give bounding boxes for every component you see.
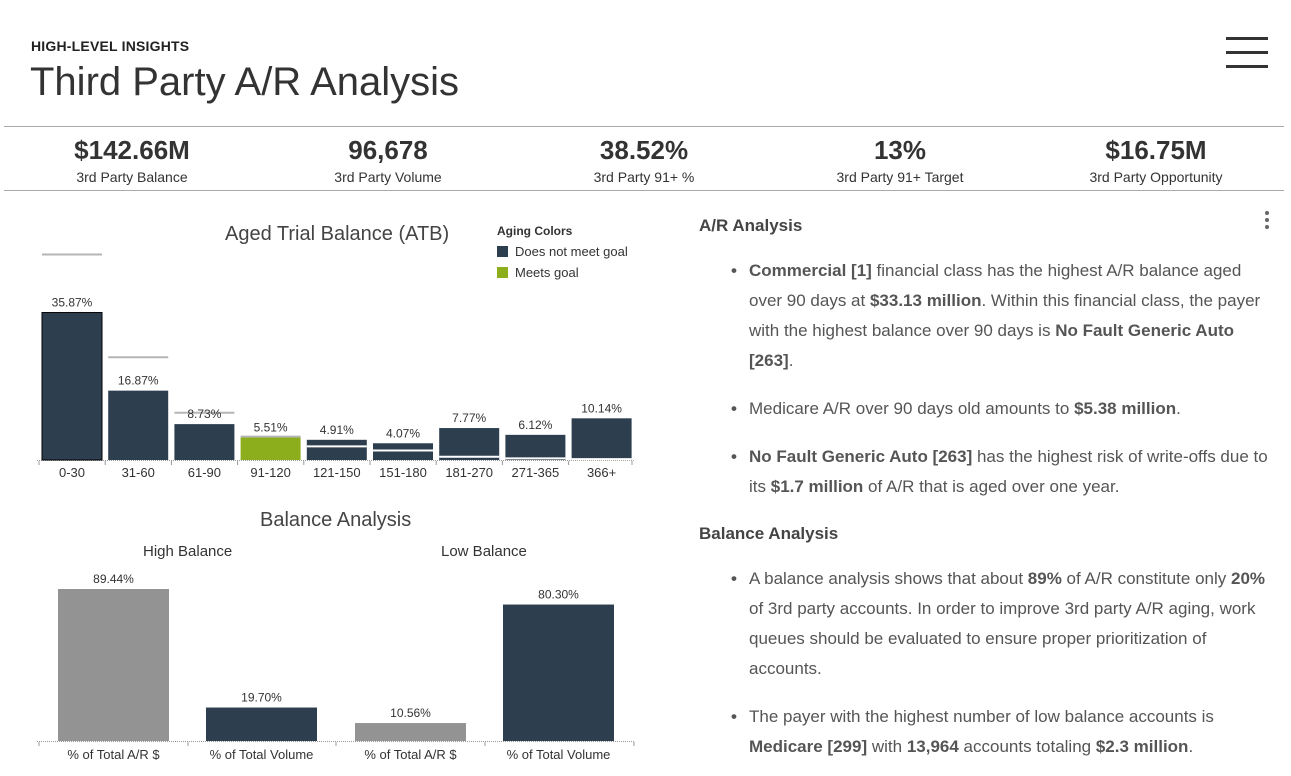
ar-analysis-list: Commercial [1] financial class has the h…	[699, 256, 1279, 502]
bar-value-label: 89.44%	[93, 572, 134, 586]
insight-bullet: No Fault Generic Auto [263] has the high…	[731, 442, 1279, 502]
balance-chart-title: Balance Analysis	[260, 509, 412, 531]
kpi-opportunity: $16.75M 3rd Party Opportunity	[1028, 127, 1284, 190]
bar-61-90	[174, 424, 235, 460]
legend-item-met: Meets goal	[497, 265, 628, 280]
aging-colors-legend: Aging Colors Does not meet goal Meets go…	[497, 224, 628, 286]
more-options-icon[interactable]	[1263, 211, 1271, 235]
insights-panel: A/R Analysis Commercial [1] financial cl…	[699, 212, 1279, 776]
category-label: 366+	[587, 465, 616, 480]
high-balance-label: High Balance	[143, 543, 233, 560]
bar-3	[503, 604, 614, 741]
bar-271-365	[505, 434, 566, 460]
bar-value-label: 4.07%	[386, 426, 420, 440]
category-label: % of Total Volume	[210, 747, 314, 762]
kpi-balance: $142.66M 3rd Party Balance	[4, 127, 260, 190]
category-label: 31-60	[122, 465, 155, 480]
bar-121-150	[306, 439, 367, 460]
bar-value-label: 10.14%	[581, 401, 622, 415]
category-label: 121-150	[313, 465, 361, 480]
category-label: 91-120	[250, 465, 290, 480]
kpi-label: 3rd Party 91+ %	[593, 169, 695, 185]
bar-value-label: 80.30%	[538, 588, 579, 602]
kpi-label: 3rd Party Balance	[76, 169, 188, 185]
bar-31-60	[108, 390, 169, 460]
category-label: 181-270	[445, 465, 493, 480]
bar-value-label: 35.87%	[52, 296, 93, 310]
balance-analysis-heading: Balance Analysis	[699, 524, 839, 543]
kpi-volume: 96,678 3rd Party Volume	[260, 127, 516, 190]
kpi-value: 96,678	[348, 135, 428, 165]
kpi-value: 38.52%	[599, 135, 689, 165]
page-title: Third Party A/R Analysis	[30, 60, 460, 104]
bar-366+	[571, 418, 632, 460]
kpi-value: $142.66M	[74, 135, 190, 165]
category-label: 151-180	[379, 465, 427, 480]
balance-analysis-list: A balance analysis shows that about 89% …	[699, 564, 1279, 762]
eyebrow-label: HIGH-LEVEL INSIGHTS	[31, 38, 190, 54]
kpi-label: 3rd Party 91+ Target	[836, 169, 964, 185]
legend-label: Does not meet goal	[515, 244, 628, 259]
insight-bullet: A balance analysis shows that about 89% …	[731, 564, 1279, 684]
bar-181-270	[439, 428, 500, 460]
kpi-value: $16.75M	[1105, 135, 1207, 165]
kpi-91-target: 13% 3rd Party 91+ Target	[772, 127, 1028, 190]
bar-0	[58, 589, 169, 741]
category-label: % of Total A/R $	[67, 747, 160, 762]
bar-value-label: 7.77%	[452, 411, 486, 425]
bar-value-label: 10.56%	[390, 706, 431, 720]
bar-value-label: 16.87%	[118, 374, 159, 388]
ar-analysis-heading: A/R Analysis	[699, 216, 803, 235]
category-label: % of Total Volume	[507, 747, 611, 762]
bar-value-label: 6.12%	[518, 418, 552, 432]
legend-title: Aging Colors	[497, 224, 573, 238]
bar-value-label: 4.91%	[320, 423, 354, 437]
legend-swatch	[497, 267, 508, 278]
insight-bullet: Medicare A/R over 90 days old amounts to…	[731, 394, 1279, 424]
legend-swatch	[497, 246, 508, 257]
bar-value-label: 5.51%	[254, 420, 288, 434]
bar-2	[355, 723, 466, 741]
bar-value-label: 19.70%	[241, 691, 282, 705]
kpi-label: 3rd Party Opportunity	[1089, 169, 1223, 185]
insight-bullet: The payer with the highest number of low…	[731, 702, 1279, 762]
kpi-value: 13%	[873, 135, 927, 165]
bar-0-30	[41, 312, 103, 461]
kpi-strip: $142.66M 3rd Party Balance 96,678 3rd Pa…	[4, 126, 1284, 191]
bar-value-label: 8.73%	[187, 407, 221, 421]
low-balance-label: Low Balance	[441, 543, 527, 560]
bar-151-180	[373, 443, 433, 460]
category-label: % of Total A/R $	[364, 747, 457, 762]
atb-chart-title: Aged Trial Balance (ATB)	[225, 223, 450, 245]
kpi-label: 3rd Party Volume	[334, 169, 442, 185]
category-label: 271-365	[512, 465, 560, 480]
legend-label: Meets goal	[515, 265, 579, 280]
insight-bullet: Commercial [1] financial class has the h…	[731, 256, 1279, 376]
atb-bar-chart: 35.87% 0-30 16.87% 31-60 8.73% 61-90 5.51% 91-1…	[37, 253, 634, 480]
kpi-91-percent: 38.52% 3rd Party 91+ %	[516, 127, 772, 190]
hamburger-menu-icon[interactable]	[1226, 37, 1268, 71]
balance-bar-chart: 89.44% % of Total A/R $ 19.70% % of Total V…	[37, 572, 635, 762]
category-label: 0-30	[59, 465, 85, 480]
category-label: 61-90	[188, 465, 221, 480]
legend-item-not-met: Does not meet goal	[497, 244, 628, 259]
bar-91-120	[240, 437, 301, 460]
bar-1	[206, 707, 317, 741]
